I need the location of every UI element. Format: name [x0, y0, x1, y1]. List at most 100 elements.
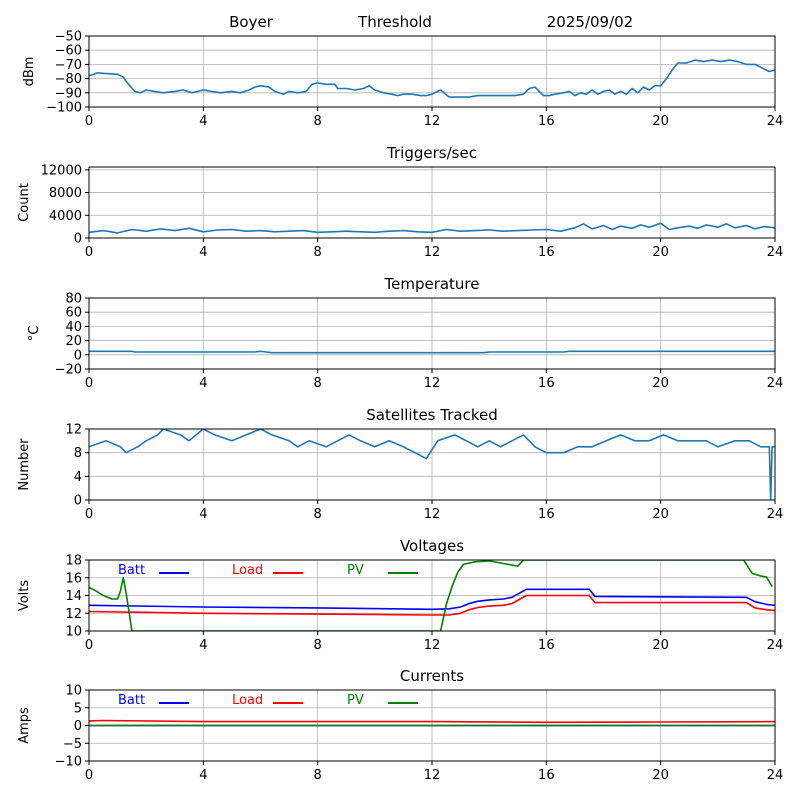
series-line-load	[89, 594, 775, 616]
y-tick-label: −90	[55, 86, 82, 101]
y-tick-label: 60	[65, 306, 82, 321]
panel-0: 0 4 8 12 16 20 24 −100−90−80−70−60−50 dBm	[22, 30, 783, 130]
x-tick-label: 0	[85, 638, 93, 653]
x-tick-label: 8	[314, 245, 322, 260]
x-tick-label: 4	[199, 376, 207, 391]
y-tick-label: 14	[65, 589, 82, 604]
x-tick-label: 20	[652, 638, 669, 653]
x-tick-label: 16	[538, 638, 555, 653]
x-tick-label: 20	[652, 376, 669, 391]
x-tick-label: 20	[652, 114, 669, 129]
series-line-0	[89, 350, 775, 354]
x-tick-label: 24	[767, 638, 784, 653]
x-tick-label: 24	[767, 507, 784, 522]
x-tick-label: 8	[314, 638, 322, 653]
y-tick-label: 0	[74, 348, 82, 363]
x-tick-label: 12	[424, 376, 441, 391]
header-mode: Threshold	[357, 13, 432, 31]
panel-1: 0 4 8 12 16 20 24 0 4000 8000 12000 Triggers/sec Cou…	[17, 144, 783, 260]
x-tick-label: 20	[652, 768, 669, 783]
y-tick-label: 12	[65, 607, 82, 622]
x-tick-label: 8	[314, 376, 322, 391]
x-tick-label: 4	[199, 114, 207, 129]
x-tick-label: 8	[314, 768, 322, 783]
x-tick-label: 12	[424, 245, 441, 260]
x-tick-label: 24	[767, 245, 784, 260]
y-axis-label: Amps	[17, 707, 32, 744]
panel-3: 0 4 8 12 16 20 24 0 4 8 12 Satellites Tracked Number	[17, 406, 783, 522]
y-tick-label: 4000	[49, 209, 82, 224]
x-tick-label: 0	[85, 768, 93, 783]
x-tick-label: 20	[652, 507, 669, 522]
legend-label-pv: PV	[347, 563, 364, 578]
y-tick-label: 10	[65, 684, 82, 699]
legend-label-batt: Batt	[118, 563, 145, 578]
y-axis-label: Count	[17, 183, 32, 222]
y-tick-label: −50	[55, 30, 82, 45]
x-tick-label: 8	[314, 114, 322, 129]
series-line-0	[89, 59, 775, 98]
x-tick-label: 20	[652, 245, 669, 260]
y-axis-label: Volts	[17, 580, 32, 612]
panel-4: 0 4 8 12 16 20 24 10 12 14 16 18 Voltages Volts Batt Lo…	[17, 537, 783, 653]
panel-title: Currents	[400, 667, 464, 685]
series-line-batt	[89, 588, 775, 611]
x-tick-label: 16	[538, 768, 555, 783]
x-tick-label: 4	[199, 638, 207, 653]
y-tick-label: 40	[65, 320, 82, 335]
y-tick-label: 80	[65, 292, 82, 307]
y-tick-label: 12	[65, 423, 82, 438]
y-axis-label: Number	[17, 438, 32, 491]
x-tick-label: 16	[538, 245, 555, 260]
x-tick-label: 24	[767, 376, 784, 391]
series-line-load	[89, 719, 775, 724]
x-tick-label: 4	[199, 768, 207, 783]
y-tick-label: 12000	[41, 163, 82, 178]
y-tick-label: −5	[63, 737, 82, 752]
y-tick-label: 8	[74, 446, 82, 461]
panel-title: Temperature	[383, 275, 479, 293]
legend-label-load: Load	[232, 563, 263, 578]
series-line-0	[89, 222, 775, 234]
panel-title: Triggers/sec	[386, 144, 477, 162]
y-tick-label: 10	[65, 625, 82, 640]
series-line-pv	[89, 560, 773, 631]
y-tick-label: −20	[55, 363, 82, 378]
x-tick-label: 12	[424, 507, 441, 522]
y-tick-label: −70	[55, 58, 82, 73]
series-line-0	[89, 429, 775, 500]
y-tick-label: 0	[74, 719, 82, 734]
x-tick-label: 0	[85, 114, 93, 129]
panel-5: 0 4 8 12 16 20 24 −10 −5 0 5 10 Currents Amps Batt Load…	[17, 667, 783, 783]
legend-label-pv: PV	[347, 693, 364, 708]
x-tick-label: 16	[538, 376, 555, 391]
x-tick-label: 0	[85, 507, 93, 522]
y-tick-label: −60	[55, 44, 82, 59]
y-tick-label: 20	[65, 334, 82, 349]
y-tick-label: 5	[74, 701, 82, 716]
x-tick-label: 4	[199, 507, 207, 522]
panel-title: Voltages	[400, 537, 464, 555]
y-axis-label: °C	[27, 326, 42, 342]
y-tick-label: 4	[74, 470, 82, 485]
y-tick-label: 0	[74, 232, 82, 247]
y-tick-label: 16	[65, 571, 82, 586]
x-tick-label: 0	[85, 376, 93, 391]
x-tick-label: 24	[767, 768, 784, 783]
x-tick-label: 16	[538, 507, 555, 522]
panel-title: Satellites Tracked	[366, 406, 497, 424]
y-tick-label: 0	[74, 494, 82, 509]
x-tick-label: 8	[314, 507, 322, 522]
x-tick-label: 16	[538, 114, 555, 129]
y-tick-label: −80	[55, 72, 82, 87]
legend-label-load: Load	[232, 693, 263, 708]
x-tick-label: 0	[85, 245, 93, 260]
header-station: Boyer	[229, 13, 274, 31]
legend-label-batt: Batt	[118, 693, 145, 708]
y-tick-label: −10	[55, 755, 82, 770]
x-tick-label: 12	[424, 768, 441, 783]
header-date: 2025/09/02	[547, 13, 633, 31]
